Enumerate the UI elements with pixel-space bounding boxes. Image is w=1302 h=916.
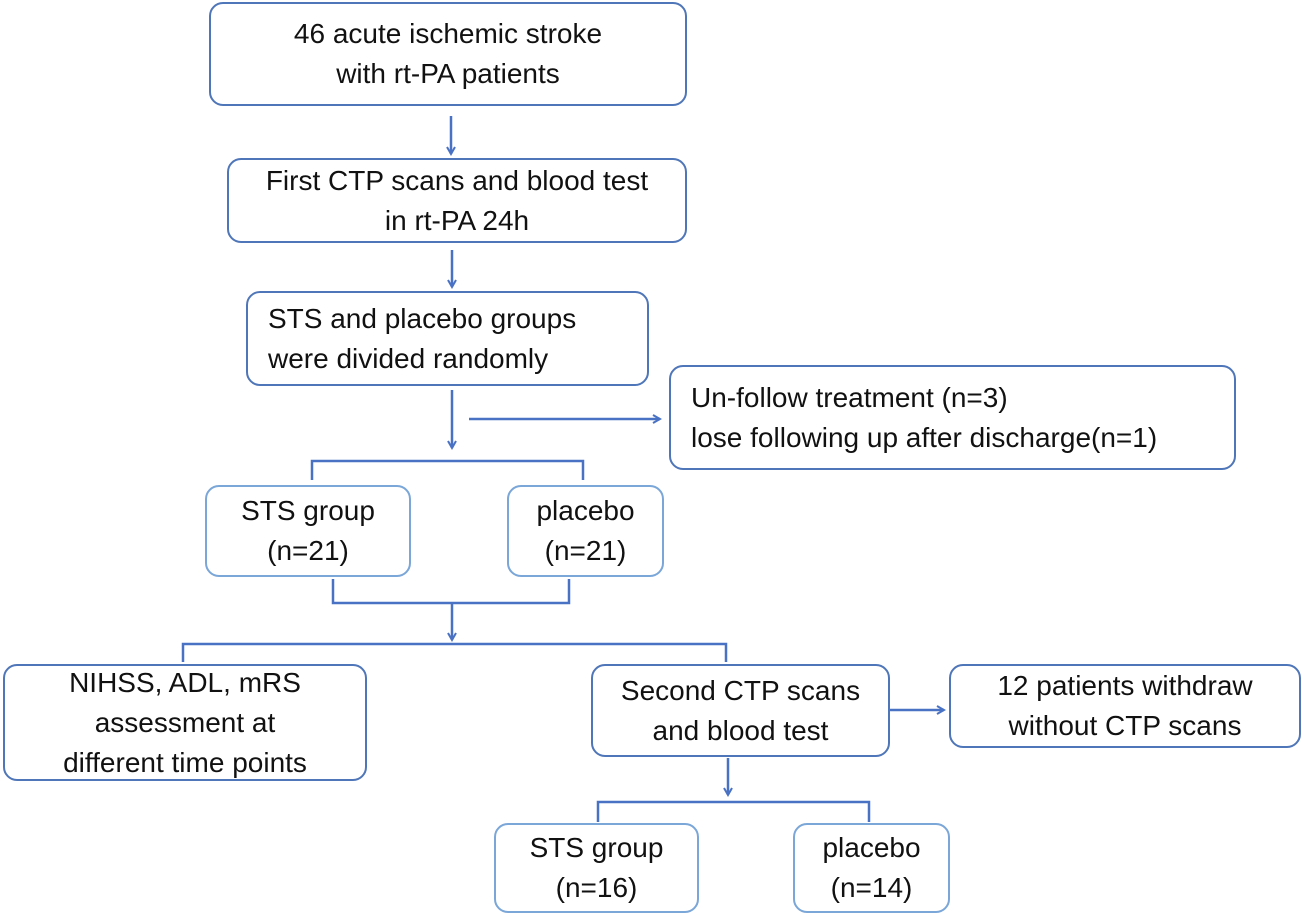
- sts-group-2-count: (n=16): [555, 872, 638, 903]
- assessment-line1: NIHSS, ADL, mRS: [69, 666, 301, 698]
- assessment-line2: assessment at: [94, 706, 276, 738]
- sts-group-box-1: STS group (n=21): [205, 485, 411, 577]
- placebo-box-2: placebo (n=14): [793, 823, 950, 913]
- excluded-box: Un-follow treatment (n=3) lose following…: [669, 365, 1236, 470]
- placebo-2-count: (n=14): [830, 872, 913, 903]
- split-bracket-2: [181, 642, 728, 662]
- withdraw-line2: without CTP scans: [1008, 710, 1242, 741]
- randomization-box: STS and placebo groups were divided rand…: [246, 291, 649, 386]
- assessment-line3: different time points: [63, 746, 307, 778]
- split-bracket-1: [310, 459, 585, 480]
- enrolled-patients-box: 46 acute ischemic stroke with rt-PA pati…: [209, 2, 687, 106]
- enrolled-line2: with rt-PA patients: [336, 58, 560, 89]
- randomization-line1: STS and placebo groups: [268, 302, 577, 334]
- merge-bracket-1: [331, 579, 571, 605]
- sts-group-1-count: (n=21): [267, 535, 349, 566]
- sts-group-2-label: STS group: [529, 832, 664, 863]
- enrolled-line1: 46 acute ischemic stroke: [293, 18, 603, 49]
- second-ctp-line2: and blood test: [652, 714, 829, 746]
- placebo-2-label: placebo: [822, 832, 921, 863]
- second-ctp-line1: Second CTP scans: [620, 674, 861, 706]
- assessment-box: NIHSS, ADL, mRS assessment at different …: [3, 664, 367, 781]
- withdraw-line1: 12 patients withdraw: [997, 670, 1253, 701]
- placebo-1-count: (n=21): [544, 535, 627, 566]
- placebo-box-1: placebo (n=21): [507, 485, 664, 577]
- placebo-1-label: placebo: [536, 495, 635, 526]
- sts-group-1-label: STS group: [241, 495, 375, 526]
- randomization-line2: were divided randomly: [268, 342, 549, 374]
- first-ctp-line2: in rt-PA 24h: [384, 204, 530, 236]
- first-ctp-box: First CTP scans and blood test in rt-PA …: [227, 158, 687, 243]
- split-bracket-3: [596, 800, 871, 822]
- excluded-line2: lose following up after discharge(n=1): [691, 421, 1158, 453]
- first-ctp-line1: First CTP scans and blood test: [265, 164, 649, 196]
- excluded-line1: Un-follow treatment (n=3): [691, 381, 1008, 413]
- sts-group-box-2: STS group (n=16): [494, 823, 699, 913]
- withdraw-box: 12 patients withdraw without CTP scans: [949, 664, 1301, 748]
- second-ctp-box: Second CTP scans and blood test: [591, 664, 890, 757]
